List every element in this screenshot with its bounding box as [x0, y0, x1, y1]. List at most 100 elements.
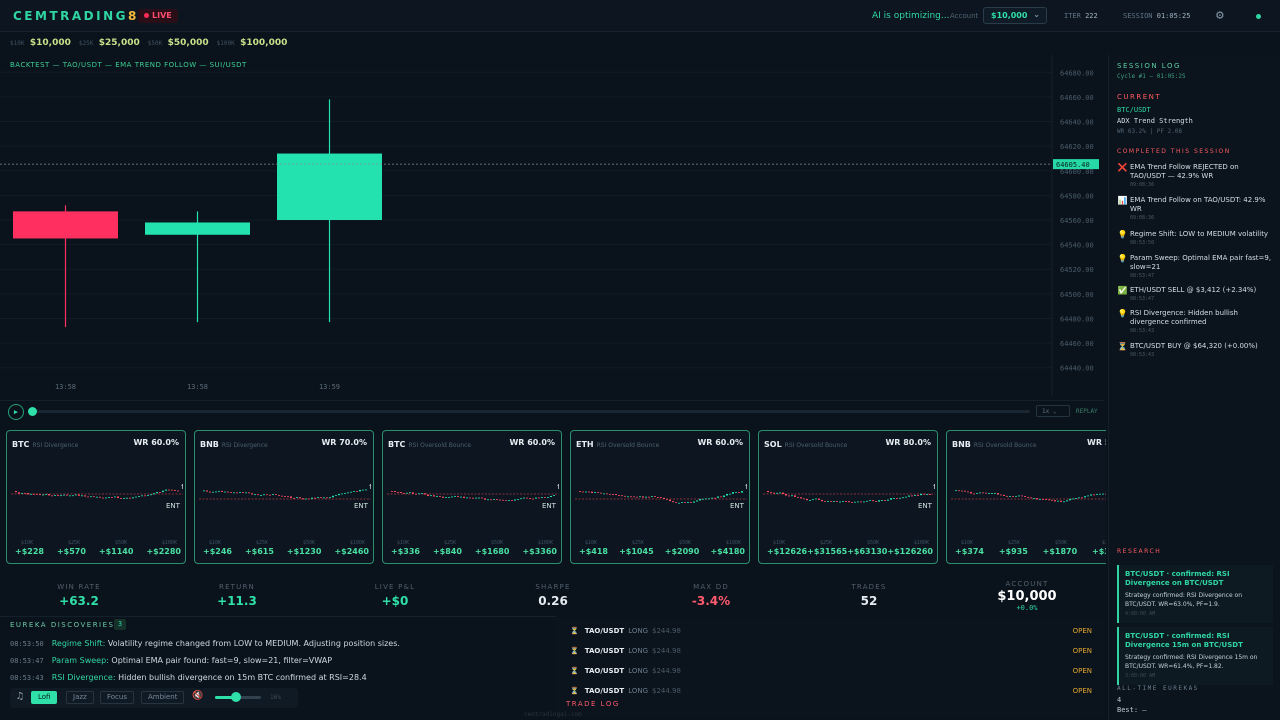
session-event[interactable]: ⏳ BTC/USDT BUY @ $64,320 (+0.00%) 08:53:43 — [1117, 342, 1273, 358]
music-mode-lofi[interactable]: Lofi — [31, 691, 58, 704]
session-event[interactable]: 💡 Param Sweep: Optimal EMA pair fast=9, s… — [1117, 254, 1273, 279]
card-candle — [460, 496, 462, 498]
research-card[interactable]: BTC/USDT · confirmed: RSI Divergence on … — [1117, 565, 1273, 623]
card-tier: $100K — [349, 540, 365, 546]
volume-handle[interactable] — [231, 692, 241, 702]
account-select[interactable]: $10,000 ⌄ — [983, 7, 1047, 24]
card-candle — [126, 497, 128, 499]
card-candle — [335, 495, 337, 496]
card-candle — [177, 490, 179, 492]
card-candle — [824, 501, 826, 503]
card-candle — [90, 496, 92, 498]
play-button[interactable]: ▶ — [8, 404, 24, 420]
candle-body[interactable] — [145, 222, 250, 235]
chart-title: BACKTEST — TAO/USDT — EMA TREND FOLLOW —… — [10, 61, 247, 69]
card-candle — [1000, 494, 1002, 496]
card-candle — [791, 495, 793, 497]
strategy-card[interactable]: BNB RSI Divergence WR 70.0% ↑ ENT $10K $25K $50… — [194, 430, 374, 564]
eureka-item[interactable]: 08:53:47 Param Sweep: Optimal EMA pair fo… — [10, 656, 332, 665]
card-candle — [985, 492, 987, 494]
card-candle — [54, 495, 56, 496]
strategy-card[interactable]: ETH RSI Oversold Bounce WR 60.0% ↑ ENT $10K $2… — [570, 430, 750, 564]
card-candle — [773, 492, 775, 494]
replay-label[interactable]: REPLAY — [1076, 408, 1098, 415]
replay-handle[interactable] — [28, 407, 37, 416]
event-time: 09:08:36 — [1130, 215, 1155, 221]
card-candle — [138, 496, 140, 497]
trade-symbol: TAO/USDT — [584, 627, 625, 635]
card-candle — [272, 494, 274, 496]
card-candle — [475, 497, 477, 499]
music-mode-jazz[interactable]: Jazz — [66, 691, 94, 704]
card-candle — [735, 492, 737, 493]
session-event[interactable]: ❌ EMA Trend Follow REJECTED on TAO/USDT —… — [1117, 163, 1273, 188]
card-candle — [1012, 496, 1014, 497]
card-candle — [818, 498, 820, 500]
eureka-item[interactable]: 08:53:43 RSI Divergence: Hidden bullish d… — [10, 673, 367, 682]
candlestick-chart[interactable]: 64440.00 64460.00 64480.00 64500.00 64520.00… — [0, 55, 1104, 395]
card-candle — [588, 491, 590, 493]
trade-row[interactable]: ⏳ TAO/USDT LONG $244.98 OPEN — [570, 687, 1092, 701]
strategy-card[interactable]: BTC RSI Oversold Bounce WR 60.0% ↑ ENT $10K $2… — [382, 430, 562, 564]
speaker-muted-icon[interactable]: 🔇 — [192, 691, 204, 701]
eureka-text: Optimal EMA pair found: fast=9, slow=21,… — [108, 656, 333, 665]
card-candle — [203, 490, 205, 492]
strategy-cards: BTC RSI Divergence WR 60.0% ↑ ENT $10K $25K $50… — [6, 430, 1106, 566]
strategy-card[interactable]: SOL RSI Oversold Bounce WR 80.0% ↑ ENT $10K $2… — [758, 430, 938, 564]
research-card[interactable]: BTC/USDT · confirmed: RSI Divergence 15m… — [1117, 627, 1273, 685]
card-candle — [955, 490, 957, 492]
music-mode-ambient[interactable]: Ambient — [141, 691, 185, 704]
music-mode-focus[interactable]: Focus — [100, 691, 134, 704]
card-tier: $10K — [585, 540, 598, 546]
card-candle — [248, 492, 250, 494]
card-candle — [439, 496, 441, 497]
card-candle — [609, 493, 611, 495]
card-candle — [1033, 498, 1035, 499]
card-candle — [648, 496, 650, 498]
event-text: EMA Trend Follow on TAO/USDT: 42.9% WR — [1130, 196, 1266, 213]
card-candle — [1072, 498, 1074, 500]
card-candle — [890, 498, 892, 500]
speed-select[interactable]: 1x ⌄ — [1036, 405, 1070, 417]
card-strategy: RSI Divergence — [221, 442, 268, 449]
card-pnl: +$1140 — [98, 547, 134, 556]
card-pnl: +$840 — [432, 547, 462, 556]
y-tick-label: 64480.00 — [1060, 315, 1094, 323]
card-candle — [266, 494, 268, 496]
card-candle — [397, 491, 399, 493]
preset-button[interactable]: $25K $25,000 — [79, 38, 140, 48]
card-candle — [400, 492, 402, 493]
card-candle — [153, 493, 155, 495]
trade-row[interactable]: ⏳ TAO/USDT LONG $244.98 OPEN — [570, 667, 1092, 681]
card-candle — [803, 498, 805, 500]
card-pnl: +$2460 — [334, 547, 369, 556]
card-candle — [60, 495, 62, 497]
candle-body[interactable] — [13, 211, 118, 239]
preset-button[interactable]: $10K $10,000 — [10, 38, 71, 48]
y-tick-label: 64440.00 — [1060, 365, 1094, 373]
session-event[interactable]: 💡 Regime Shift: LOW to MEDIUM volatility 0… — [1117, 230, 1273, 246]
session-event[interactable]: ✅ ETH/USDT SELL @ $3,412 (+2.34%) 08:53:47 — [1117, 286, 1273, 302]
session-event[interactable]: 💡 RSI Divergence: Hidden bullish divergen… — [1117, 309, 1273, 334]
card-candle — [287, 496, 289, 498]
card-candle — [75, 494, 77, 496]
replay-track[interactable] — [28, 410, 1030, 413]
card-candle — [550, 495, 552, 498]
card-candle — [391, 491, 393, 492]
eureka-item[interactable]: 08:53:50 Regime Shift: Volatility regime … — [10, 639, 400, 648]
trade-row[interactable]: ⏳ TAO/USDT LONG $244.98 OPEN — [570, 647, 1092, 661]
session-event[interactable]: 📊 EMA Trend Follow on TAO/USDT: 42.9% WR 0… — [1117, 196, 1273, 221]
preset-button[interactable]: $50K $50,000 — [148, 38, 209, 48]
preset-button[interactable]: $100K $100,000 — [217, 38, 288, 48]
card-candle — [236, 492, 238, 494]
card-candle — [541, 497, 543, 498]
trade-row[interactable]: ⏳ TAO/USDT LONG $244.98 OPEN — [570, 627, 1092, 641]
strategy-card[interactable]: BTC RSI Divergence WR 60.0% ↑ ENT $10K $25K $50… — [6, 430, 186, 564]
card-tier: $25K — [819, 540, 833, 546]
trade-log-title[interactable]: TRADE LOG — [566, 700, 620, 708]
candle-body[interactable] — [277, 153, 382, 220]
card-pnl: +$1045 — [619, 547, 654, 556]
event-text: RSI Divergence: Hidden bullish divergenc… — [1130, 309, 1238, 326]
settings-gear-icon[interactable]: ⚙ — [1216, 8, 1224, 23]
